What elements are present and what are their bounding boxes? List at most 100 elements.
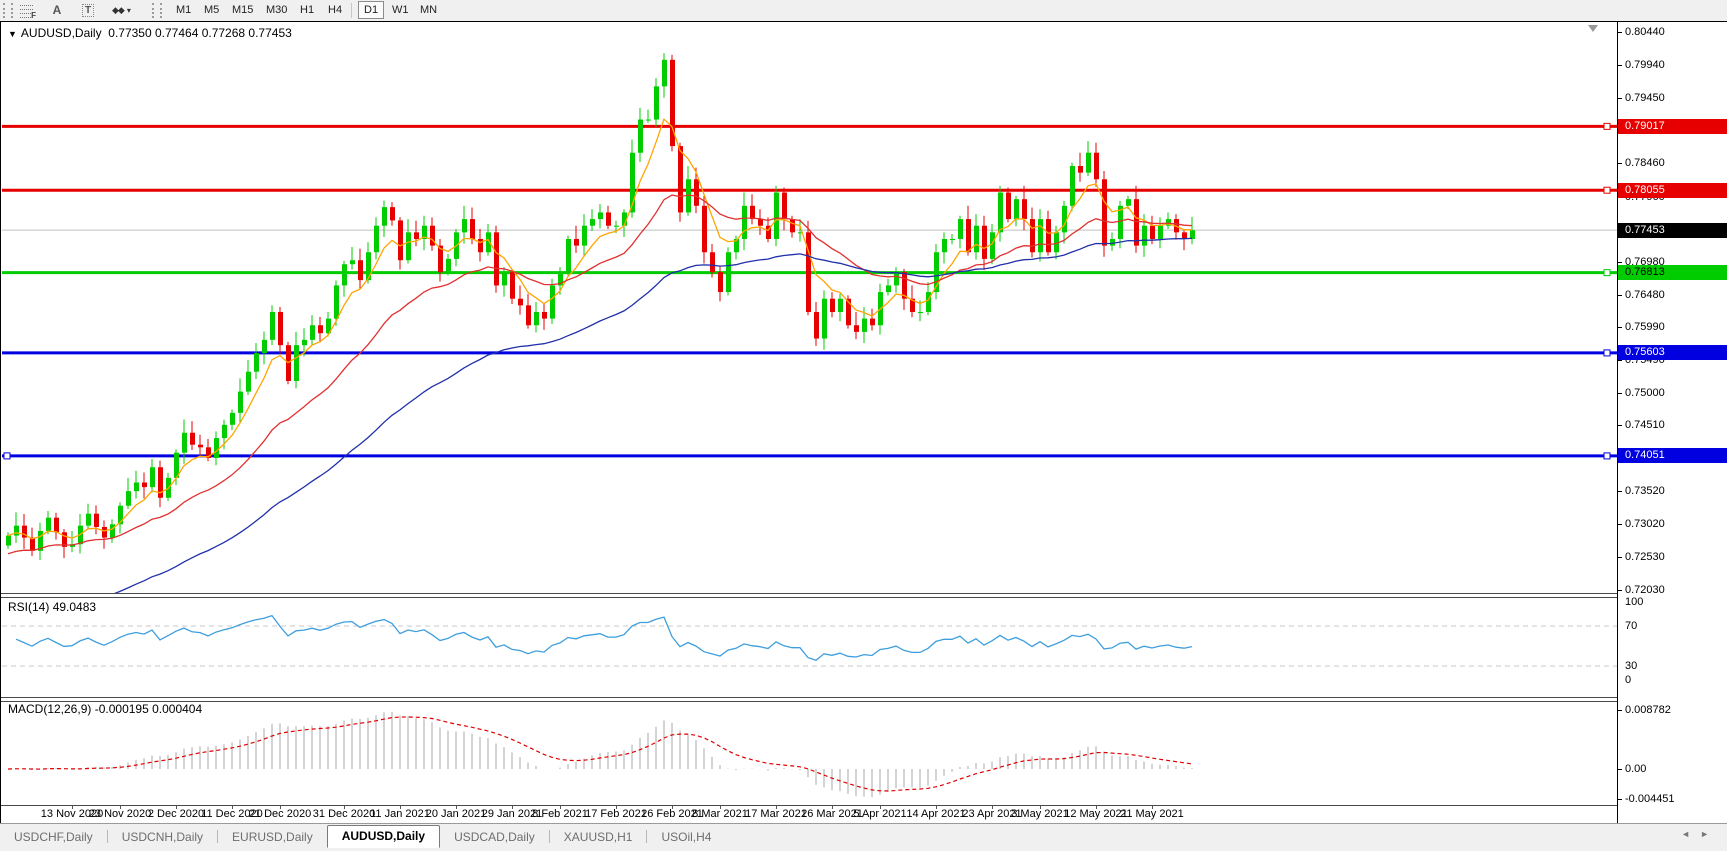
date-tick-mark: [1040, 806, 1041, 809]
rsi-line: [15, 614, 1193, 662]
candle-down: [830, 298, 835, 312]
line-handle[interactable]: [1603, 452, 1611, 460]
price-tick-label: 0.75990: [1625, 321, 1665, 334]
text-box-tool-button[interactable]: T: [76, 1, 100, 19]
arrow-tools-button[interactable]: ◆◆ ▾: [106, 1, 137, 19]
candle-down: [718, 272, 723, 293]
candle-up: [374, 225, 379, 253]
macd-tick-mark: [1618, 769, 1622, 770]
date-tick-label: 21 Dec 2020: [248, 808, 312, 820]
price-tick-mark: [1618, 65, 1622, 67]
candle-down: [430, 225, 435, 246]
panel-separator-rsi[interactable]: [1, 593, 1617, 598]
status-strip: [0, 846, 1727, 851]
candle-up: [326, 318, 331, 334]
chart-menu-icon[interactable]: ▼: [8, 29, 17, 39]
timeframe-button-w1[interactable]: W1: [392, 4, 409, 16]
macd-indicator-label[interactable]: MACD(12,26,9) -0.000195 0.000404: [8, 702, 203, 716]
candle-down: [198, 444, 203, 448]
price-tick-label: 0.72530: [1625, 550, 1665, 563]
timeframe-button-m5[interactable]: M5: [204, 4, 220, 16]
candle-down: [438, 245, 443, 273]
date-tick-label: 17 Mar 2021: [745, 808, 807, 820]
line-handle[interactable]: [1603, 122, 1611, 130]
macd-tick-mark: [1618, 798, 1622, 800]
candle-up: [1118, 205, 1123, 239]
date-tick-label: 21 May 2021: [1120, 808, 1184, 820]
tab-scroll-left-icon[interactable]: ◄: [1681, 829, 1701, 839]
timeframe-button-h4[interactable]: H4: [328, 4, 343, 16]
candle-down: [470, 219, 475, 239]
line-handle[interactable]: [1603, 269, 1611, 277]
chart-tab-bar: USDCHF,Daily USDCNH,Daily EURUSD,Daily AUDU…: [0, 823, 1727, 848]
tab-usdcad-daily[interactable]: USDCAD,Daily: [454, 830, 535, 844]
chevron-down-icon[interactable]: ▾: [126, 5, 131, 15]
timeframe-button-m30[interactable]: M30: [266, 4, 288, 16]
price-chart-plot[interactable]: [2, 22, 1617, 593]
date-tick-mark: [832, 806, 833, 809]
line-handle[interactable]: [3, 452, 11, 460]
tab-xauusd-h1[interactable]: XAUUSD,H1: [563, 830, 633, 844]
price-tick-label: 0.79450: [1625, 91, 1665, 104]
rsi-indicator-label[interactable]: RSI(14) 49.0483: [8, 600, 97, 614]
candle-down: [758, 219, 763, 226]
tab-scroll-right-icon[interactable]: ►: [1700, 829, 1719, 839]
text-label-tool-button[interactable]: A: [46, 1, 68, 19]
candle-down: [1006, 192, 1011, 220]
chart-ohlc: 0.77350 0.77464 0.77268 0.77453: [108, 26, 292, 40]
date-tick-mark: [880, 806, 881, 809]
price-axis[interactable]: [1617, 22, 1727, 805]
candle-up: [310, 325, 315, 340]
tab-usoil-h4[interactable]: USOil,H4: [661, 830, 712, 844]
text-box-icon: T: [82, 3, 95, 17]
toolbar-grip-2[interactable]: [152, 3, 162, 18]
chart-title[interactable]: ▼ AUDUSD,Daily 0.77350 0.77464 0.77268 0.…: [8, 26, 292, 40]
tab-scroll-arrows: ◄►: [1681, 829, 1719, 839]
toolbar-grip[interactable]: [3, 3, 13, 18]
macd-tick-label: 0.00: [1625, 763, 1647, 775]
fibonacci-tool-button[interactable]: F: [14, 1, 40, 20]
date-tick-label: 14 Apr 2021: [906, 808, 966, 820]
tab-usdchf-daily[interactable]: USDCHF,Daily: [14, 830, 93, 844]
date-tick-mark: [1152, 806, 1153, 809]
line-handle[interactable]: [1603, 349, 1611, 357]
panel-separator-macd[interactable]: [1, 697, 1617, 702]
candle-up: [254, 353, 259, 372]
price-badge: 0.76813: [1618, 265, 1727, 281]
price-badge: 0.74051: [1618, 448, 1727, 464]
price-tick-mark: [1618, 31, 1622, 33]
candle-up: [134, 482, 139, 492]
candle-up: [822, 298, 827, 339]
tab-usdcnh-daily[interactable]: USDCNH,Daily: [121, 830, 204, 844]
macd-plot[interactable]: [2, 699, 1617, 805]
timeframe-button-d1[interactable]: D1: [358, 1, 385, 19]
rsi-plot[interactable]: [2, 596, 1617, 697]
candle-up: [422, 225, 427, 239]
date-tick-mark: [344, 806, 345, 809]
line-handle[interactable]: [1603, 186, 1611, 194]
candle-down: [318, 325, 323, 334]
date-tick-label: 2 Dec 2020: [147, 808, 205, 820]
candle-up: [974, 225, 979, 253]
candle-up: [598, 212, 603, 220]
date-tick-label: 13 Nov 2020: [40, 808, 104, 820]
timeframe-button-m1[interactable]: M1: [176, 4, 192, 16]
candle-up: [406, 232, 411, 261]
candle-up: [774, 192, 779, 239]
timeframe-button-m15[interactable]: M15: [232, 4, 254, 16]
candle-up: [486, 232, 491, 253]
tab-eurusd-daily[interactable]: EURUSD,Daily: [232, 830, 313, 844]
price-tick-label: 0.78460: [1625, 157, 1665, 170]
candle-up: [230, 412, 235, 425]
tab-separator: [217, 830, 219, 843]
date-tick-mark: [1096, 806, 1097, 809]
timeframe-button-mn[interactable]: MN: [420, 4, 438, 16]
tab-audusd-daily[interactable]: AUDUSD,Daily: [326, 825, 441, 848]
toolbar-separator: [351, 3, 352, 18]
candle-down: [870, 318, 875, 326]
date-tick-label: 31 Dec 2020: [312, 808, 376, 820]
price-tick-mark: [1618, 294, 1622, 296]
candle-up: [646, 119, 651, 121]
date-tick-mark: [400, 806, 401, 809]
timeframe-button-h1[interactable]: H1: [300, 4, 315, 16]
